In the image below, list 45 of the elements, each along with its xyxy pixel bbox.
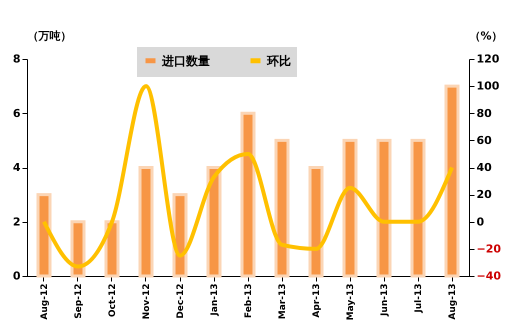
y-tick-label: 0 (12, 270, 21, 282)
x-tick-label: Jun-13 (380, 284, 390, 317)
bar (410, 138, 426, 278)
x-tick-label: Oct-12 (108, 284, 118, 318)
y-axis-title: （万吨） (28, 30, 72, 42)
y2-tick-label: 40 (476, 161, 492, 174)
bar (376, 138, 392, 278)
x-tick-label: Dec-12 (176, 284, 186, 319)
y-tick-label: 8 (12, 52, 20, 66)
y-tick-label: 4 (12, 161, 21, 174)
x-tick-label: Jan-13 (210, 284, 220, 317)
x-tick-label: Apr-13 (312, 284, 322, 318)
bar (342, 138, 358, 278)
y2-tick-label: 60 (476, 134, 492, 147)
x-tick-label: Aug-12 (40, 284, 50, 320)
x-tick-label: Sep-12 (74, 284, 84, 319)
x-tick-label: Mar-13 (278, 284, 288, 320)
y2-tick-label: −40 (476, 270, 502, 282)
y2-tick-label: 80 (476, 106, 492, 120)
x-tick-label: Nov-12 (142, 284, 152, 320)
x-tick-label: Jul-13 (414, 284, 424, 314)
x-tick-label: Aug-13 (448, 284, 458, 320)
bar (36, 193, 52, 278)
legend-label: 环比 (266, 54, 291, 68)
legend-label: 进口数量 (161, 54, 210, 68)
bar (172, 193, 188, 278)
bar (206, 166, 222, 278)
bar (138, 166, 154, 278)
bar (444, 84, 460, 278)
y2-tick-label: 120 (476, 52, 500, 66)
y2-tick-label: −20 (476, 242, 502, 256)
y-tick-label: 2 (12, 215, 20, 228)
y2-tick-label: 100 (476, 80, 500, 93)
x-tick-label: Feb-13 (244, 284, 254, 318)
line-series (42, 84, 454, 269)
bar (240, 112, 256, 278)
bar (70, 220, 86, 278)
bar (274, 138, 290, 278)
y2-tick-label: 0 (476, 215, 484, 228)
y2-axis-title: （%） (470, 30, 503, 42)
y2-tick-label: 20 (476, 188, 492, 202)
x-tick-label: May-13 (346, 284, 356, 320)
bar (308, 166, 324, 278)
bar (104, 220, 120, 278)
y-tick-label: 6 (12, 106, 21, 120)
